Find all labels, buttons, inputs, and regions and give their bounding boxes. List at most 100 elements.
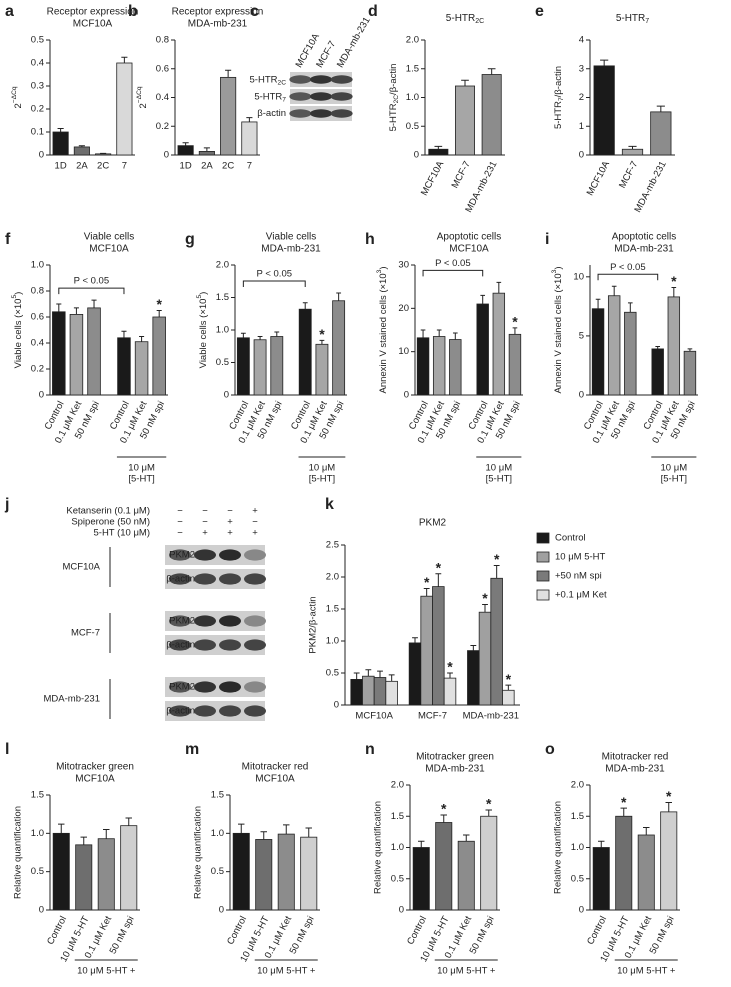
y-axis-label: Annexin V stained cells (×103)	[551, 266, 563, 393]
error-bar	[58, 824, 64, 833]
group-label: MDA-mb-231	[44, 694, 101, 705]
error-bar	[488, 69, 496, 75]
panel-letter: l	[5, 741, 9, 758]
bar	[316, 344, 328, 395]
text-part: )	[378, 266, 389, 269]
y-axis-label: Relative quantification	[553, 801, 564, 894]
treatment-sign: −	[227, 506, 233, 517]
text-part: −ΔCq	[11, 86, 18, 103]
y-axis-label: Viable cells (×105)	[11, 292, 23, 369]
bracket	[59, 288, 124, 294]
y-tick-label: 2.0	[391, 780, 404, 791]
error-bar	[598, 841, 604, 847]
y-tick-label: 2.0	[406, 35, 419, 46]
significance-marker: *	[666, 788, 672, 804]
y-tick-label: 2.0	[571, 780, 584, 791]
y-tick-label: 0	[164, 150, 169, 161]
blot-band	[244, 639, 266, 650]
error-bar	[183, 143, 189, 146]
bar	[449, 340, 461, 395]
x-tick-label: Control	[585, 914, 609, 946]
x-tick-label: 1D	[55, 161, 67, 172]
bar	[491, 578, 503, 705]
bar	[98, 839, 114, 910]
bar	[74, 147, 89, 155]
blot-band	[310, 109, 332, 117]
y-tick-label: 1.0	[391, 842, 404, 853]
chart-title: MCF10A	[75, 774, 115, 785]
lane-label: MDA-mb-231	[335, 15, 373, 69]
group-label: 10 μM 5-HT +	[77, 966, 136, 977]
y-tick-label: 0.2	[156, 121, 169, 132]
chart-title: MCF10A	[73, 19, 113, 30]
blot-band	[219, 615, 241, 626]
x-tick-label: 2C	[97, 161, 109, 172]
chart-title: Mitotracker green	[416, 752, 494, 763]
treatment-sign: −	[177, 517, 183, 528]
y-tick-label: 1.0	[326, 636, 339, 647]
error-bar	[434, 146, 442, 149]
error-bar	[238, 824, 244, 833]
row-label: β-actin	[257, 108, 286, 119]
y-tick-label: 1.5	[31, 790, 44, 801]
bar	[608, 296, 620, 395]
significance-marker: *	[621, 794, 627, 810]
bar	[651, 112, 671, 155]
bar	[468, 651, 480, 705]
chart-title: Apoptotic cells	[612, 232, 676, 243]
text-part: Annexin V stained cells (×10	[553, 273, 564, 393]
y-tick-label: 0	[334, 700, 339, 711]
blot-band	[219, 681, 241, 692]
legend-label: Control	[555, 533, 586, 544]
error-bar	[126, 818, 132, 826]
y-tick-label: 5	[579, 330, 584, 341]
error-bar	[470, 645, 476, 650]
y-tick-label: 0.5	[31, 866, 44, 877]
x-tick-label: MDA-mb-231	[463, 711, 520, 722]
chart-title: Viable cells	[266, 232, 316, 243]
x-tick-label: 2A	[201, 161, 213, 172]
x-tick-label: 7	[122, 161, 127, 172]
error-bar	[463, 835, 469, 841]
bar	[638, 835, 654, 910]
y-tick-label: 2	[579, 92, 584, 103]
bracket	[423, 270, 483, 276]
bar	[509, 334, 521, 395]
text-part: 2C	[393, 95, 400, 104]
text-part: 5-HTR	[553, 101, 564, 129]
bar	[458, 841, 474, 910]
error-bar	[58, 129, 64, 132]
panel-letter: d	[368, 3, 378, 20]
bar	[433, 587, 445, 705]
chart-title: MCF10A	[449, 244, 489, 255]
panel-letter: b	[128, 3, 138, 20]
treatment-sign: −	[252, 517, 258, 528]
error-bar	[435, 574, 441, 587]
x-tick-label: MCF-7	[450, 159, 473, 190]
y-tick-label: 0.5	[31, 35, 44, 46]
y-axis-label: Relative quantification	[373, 801, 384, 894]
group-label: 10 μM	[486, 463, 513, 474]
y-tick-label: 1.0	[406, 92, 419, 103]
row-label: 5-HTR7	[254, 91, 286, 104]
group-label: 10 μM	[128, 463, 155, 474]
y-tick-label: 1.0	[571, 842, 584, 853]
bar	[70, 314, 83, 395]
bar	[652, 349, 664, 395]
x-tick-label: 7	[247, 161, 252, 172]
bracket	[243, 281, 305, 287]
error-bar	[365, 670, 371, 676]
error-bar	[453, 333, 458, 340]
bar	[455, 86, 474, 155]
panel-letter: i	[545, 231, 549, 248]
y-tick-label: 1.5	[571, 811, 584, 822]
error-bar	[437, 330, 442, 337]
y-axis-label: Annexin V stained cells (×103)	[376, 266, 388, 393]
text-part: 5-HTR	[616, 13, 645, 24]
bar	[616, 816, 632, 910]
treatment-sign: −	[177, 506, 183, 517]
y-tick-label: 0.5	[216, 357, 229, 368]
bar	[237, 338, 249, 395]
panel-letter: c	[250, 3, 259, 20]
text-part: Annexin V stained cells (×10	[378, 273, 389, 393]
